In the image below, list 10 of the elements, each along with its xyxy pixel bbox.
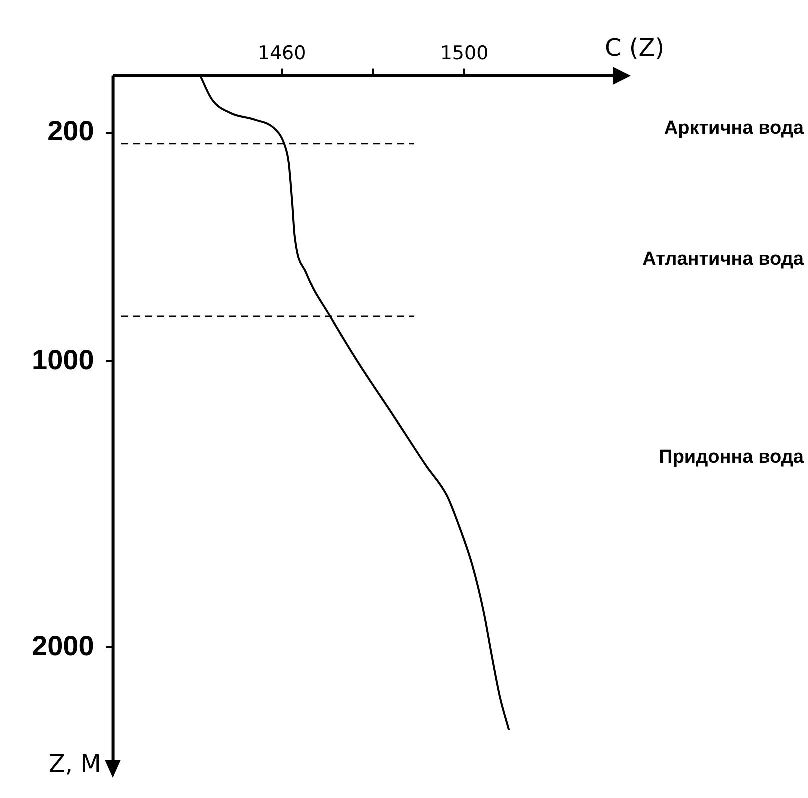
y-tick-label: 2000 <box>32 630 94 662</box>
text: Придонна вода <box>659 447 804 469</box>
x-tick-label: 1500 <box>440 42 489 64</box>
text: Атлантична вода <box>642 249 804 271</box>
text: Арктична вода <box>664 118 804 140</box>
x-tick-label: 1460 <box>258 42 306 64</box>
y-axis-title: Z, М <box>48 750 102 778</box>
y-tick-label: 1000 <box>32 344 94 376</box>
x-axis-title: C (Z) <box>605 34 665 62</box>
y-tick-label: 200 <box>48 116 94 147</box>
